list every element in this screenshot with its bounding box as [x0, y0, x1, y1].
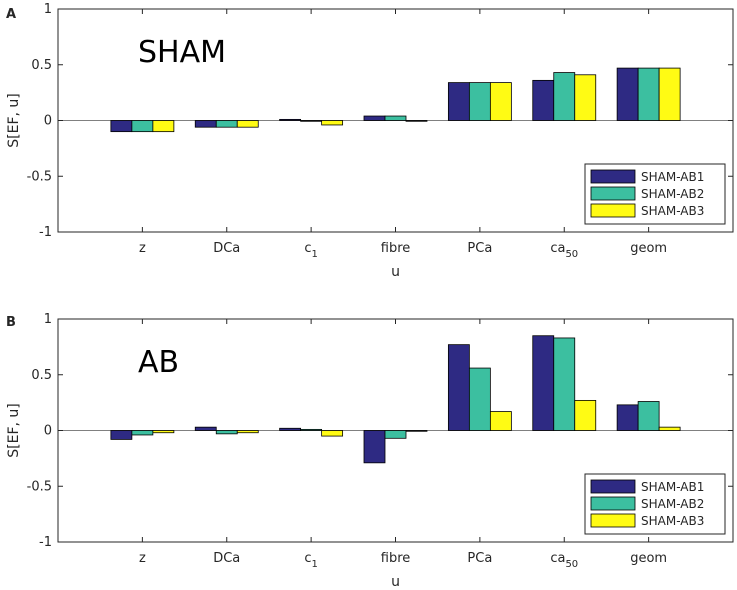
panel-a-legend-label-sham-ab3: SHAM-AB3: [641, 204, 704, 218]
panel-b-bar-sham-ab3-pca: [489, 411, 512, 431]
panel-a-letter: A: [6, 7, 16, 22]
panel-b-bar-sham-ab1-fibre: [363, 430, 386, 464]
panel-b-x-axis-label: u: [391, 574, 400, 590]
panel-a-bar-sham-ab2-z: [131, 120, 154, 133]
panel-b-bar-sham-ab1-dca: [194, 426, 217, 431]
panel-a-ytick-label: -0.5: [27, 169, 52, 184]
panel-b-bar-sham-ab3-ca50: [574, 399, 597, 431]
panel-a-bar-sham-ab1-ca50: [532, 79, 555, 121]
panel-b-xtick-label: fibre: [381, 551, 411, 566]
panel-a-bar-sham-ab2-c1: [300, 120, 323, 122]
panel-a-bar-sham-ab3-fibre: [405, 120, 428, 122]
panel-b-bar-sham-ab1-c1: [279, 427, 302, 431]
panel-a-bar-sham-ab2-geom: [637, 67, 660, 121]
panel-b-bar-sham-ab1-z: [110, 430, 133, 440]
panel-a-xtick-label: geom: [630, 241, 667, 256]
panel-b-bar-sham-ab2-c1: [300, 428, 323, 431]
panel-b-legend-label-sham-ab1: SHAM-AB1: [641, 480, 704, 494]
panel-b-xtick-label: DCa: [213, 551, 240, 566]
panel-a-bar-sham-ab2-fibre: [384, 115, 407, 121]
panel-a-x-axis-label: u: [391, 264, 400, 280]
panel-b-y-axis-label: S[EF, u]: [6, 403, 22, 457]
panel-b-bar-sham-ab1-ca50: [532, 335, 555, 431]
panel-b-bar-sham-ab3-dca: [236, 430, 259, 434]
panel-a-xtick-label: PCa: [467, 241, 492, 256]
panel-b-letter: B: [6, 315, 16, 330]
panel-a-bar-sham-ab1-c1: [279, 118, 302, 121]
panel-b-legend-swatch-sham-ab2: [590, 496, 636, 511]
panel-b-bar-sham-ab2-z: [131, 430, 154, 436]
panel-a-xtick-label: ca50: [550, 241, 578, 260]
panel-b-xtick-label: c1: [304, 551, 318, 570]
panel-b-bar-sham-ab3-c1: [321, 430, 344, 437]
panel-a-bar-sham-ab1-fibre: [363, 115, 386, 121]
panel-a-bar-sham-ab1-z: [110, 120, 133, 133]
panel-a-title: SHAM: [138, 35, 226, 70]
panel-a-bar-sham-ab3-ca50: [574, 74, 597, 121]
panel-a-ytick-label: 0.5: [31, 58, 52, 73]
panel-a-xtick-label: fibre: [381, 241, 411, 256]
panel-b-xtick-label: geom: [630, 551, 667, 566]
panel-a-bar-sham-ab3-pca: [489, 82, 512, 121]
panel-a-legend-swatch-sham-ab2: [590, 186, 636, 201]
panel-a-legend-swatch-sham-ab1: [590, 169, 636, 184]
panel-b-legend-swatch-sham-ab1: [590, 479, 636, 494]
panel-a-bar-sham-ab3-z: [152, 120, 175, 133]
panel-b-legend-swatch-sham-ab3: [590, 513, 636, 528]
panel-b-xtick-label: PCa: [467, 551, 492, 566]
panel-b-ytick-label: 0: [44, 424, 52, 439]
panel-b-bar-sham-ab2-ca50: [553, 337, 576, 431]
panel-a-xtick-label: c1: [304, 241, 318, 260]
panel-b-xtick-label: z: [139, 551, 146, 566]
panel-a-legend-swatch-sham-ab3: [590, 203, 636, 218]
panel-b-bar-sham-ab2-geom: [637, 401, 660, 431]
panel-b: -1 -0.5 0 0.5 1 z DCa c1 fibre PCa ca50 geom u S[EF, …: [6, 312, 734, 590]
panel-a: -1 -0.5 0 0.5 1 z DCa c1 fibre PCa ca50 geom u S[EF, …: [6, 2, 734, 280]
panel-a-xtick-label: DCa: [213, 241, 240, 256]
panel-a-bar-sham-ab2-pca: [468, 82, 491, 121]
panel-b-bar-sham-ab3-fibre: [405, 430, 428, 432]
panel-a-bar-sham-ab1-pca: [447, 82, 470, 121]
panel-b-bar-sham-ab3-z: [152, 430, 175, 434]
panel-b-legend-label-sham-ab2: SHAM-AB2: [641, 497, 704, 511]
panel-b-ytick-label: 0.5: [31, 368, 52, 383]
panel-a-legend-label-sham-ab1: SHAM-AB1: [641, 170, 704, 184]
panel-a-bar-sham-ab3-dca: [236, 120, 259, 128]
panel-b-legend-label-sham-ab3: SHAM-AB3: [641, 514, 704, 528]
panel-a-ytick-label: 1: [44, 2, 52, 17]
panel-a-legend: SHAM-AB1 SHAM-AB2 SHAM-AB3: [584, 163, 726, 225]
panel-b-legend: SHAM-AB1 SHAM-AB2 SHAM-AB3: [584, 473, 726, 535]
panel-b-bar-sham-ab2-pca: [468, 367, 491, 431]
panel-a-y-axis-label: S[EF, u]: [6, 93, 22, 147]
panel-b-xtick-label: ca50: [550, 551, 578, 570]
panel-b-bar-sham-ab2-fibre: [384, 430, 407, 439]
panel-b-ytick-label: -0.5: [27, 479, 52, 494]
panel-b-ytick-label: -1: [39, 535, 52, 550]
panel-a-bar-sham-ab2-ca50: [553, 72, 576, 121]
panel-b-bar-sham-ab1-pca: [447, 344, 470, 431]
panel-a-bar-sham-ab1-dca: [194, 120, 217, 128]
panel-a-bar-sham-ab3-c1: [321, 120, 344, 126]
panel-b-bar-sham-ab1-geom: [616, 404, 639, 431]
panel-a-ytick-label: 0: [44, 114, 52, 129]
panel-b-bar-sham-ab2-dca: [215, 430, 238, 435]
panel-a-legend-label-sham-ab2: SHAM-AB2: [641, 187, 704, 201]
panel-b-ytick-label: 1: [44, 312, 52, 327]
panel-a-ytick-label: -1: [39, 225, 52, 240]
panel-a-xtick-label: z: [139, 241, 146, 256]
panel-a-bar-sham-ab2-dca: [215, 120, 238, 128]
panel-a-bar-sham-ab1-geom: [616, 67, 639, 121]
panel-b-bar-sham-ab3-geom: [658, 426, 681, 431]
panel-b-title: AB: [138, 345, 179, 380]
panel-a-bar-sham-ab3-geom: [658, 67, 681, 121]
